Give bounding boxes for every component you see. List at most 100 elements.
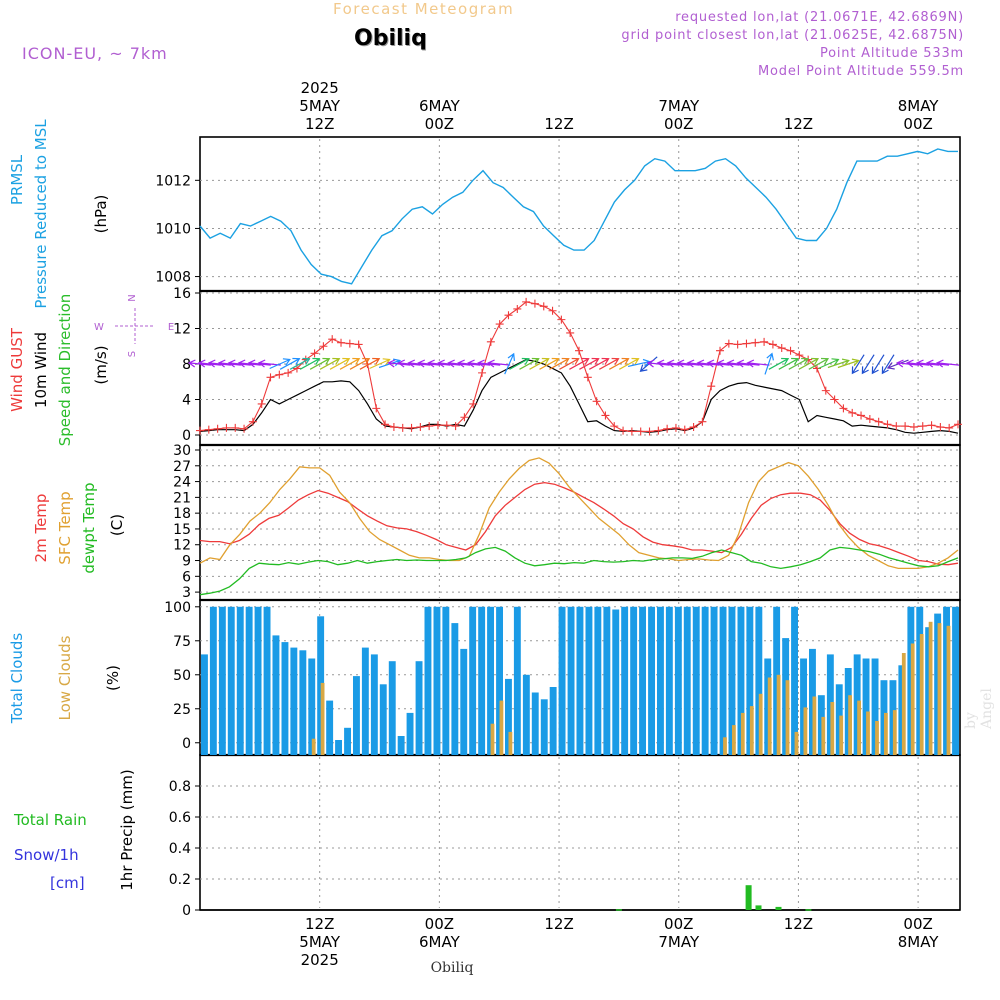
low-cloud-bar: [910, 643, 915, 755]
requested-coordinates: requested lon,lat (21.0671E, 42.6869N): [675, 10, 964, 25]
total-cloud-bar: [505, 678, 512, 755]
author-credit: by Angel: [963, 688, 995, 729]
low-cloud-bar: [875, 721, 879, 755]
gust-marker: [460, 413, 469, 422]
bottom-time-label: 8MAY: [898, 933, 940, 951]
total-cloud-bar: [594, 606, 602, 755]
top-time-label: 12Z: [305, 115, 334, 133]
meteogram-title: Forecast Meteogram: [333, 0, 515, 18]
wind-direction-arrow: [886, 359, 909, 370]
low-cloud-bar: [812, 696, 817, 755]
wind-direction-label: Speed and Direction: [56, 294, 74, 447]
wind-tick-label: 8: [182, 357, 191, 373]
bottom-time-label: 7MAY: [658, 933, 700, 951]
total-cloud-bar: [755, 606, 763, 755]
low-cloud-bar: [884, 712, 888, 755]
wind-direction-arrow: [487, 359, 511, 368]
total-cloud-bar: [657, 606, 664, 755]
total-cloud-bar: [701, 606, 709, 755]
gust-marker: [733, 340, 742, 349]
total-cloud-bar: [370, 654, 378, 755]
gust-marker: [284, 368, 293, 377]
top-time-label: 8MAY: [898, 97, 940, 115]
gust-marker: [398, 423, 407, 432]
top-time-label: 5MAY: [299, 97, 341, 115]
gust-marker: [742, 339, 751, 348]
precip-tick-label: 0.8: [169, 779, 191, 795]
total-cloud-bar: [442, 606, 450, 755]
wind-direction-arrow: [851, 354, 865, 375]
total-cloud-bar: [612, 609, 620, 755]
gust-marker: [513, 304, 522, 313]
low-cloud-bar: [821, 716, 826, 755]
sfc-temp-label: SFC Temp: [56, 491, 74, 564]
gust-marker: [495, 320, 504, 329]
total-cloud-bar: [773, 606, 781, 755]
clouds-tick-label: 0: [182, 736, 191, 752]
gust-marker: [469, 399, 478, 408]
pressure-tick-label: 1010: [155, 221, 191, 237]
rain-bar: [745, 885, 752, 910]
gust-marker: [954, 420, 962, 429]
total-cloud-bar: [469, 606, 477, 755]
low-cloud-bar: [794, 731, 799, 755]
total-cloud-bar: [746, 606, 754, 755]
total-cloud-bar: [245, 606, 253, 755]
gust-marker: [945, 423, 954, 432]
wind-direction-arrow: [519, 357, 540, 370]
temperature-tick-label: 6: [182, 569, 191, 585]
total-cloud-bar: [281, 642, 289, 755]
total-cloud-bar: [290, 647, 298, 755]
top-time-label: 12Z: [544, 115, 573, 133]
bottom-time-label: 12Z: [305, 915, 334, 933]
wind-direction-arrow: [861, 354, 875, 375]
total-cloud-bar: [871, 658, 879, 755]
temperature-tick-label: 15: [173, 522, 191, 538]
low-cloud-bar: [928, 621, 933, 755]
total-cloud-bar: [817, 695, 825, 755]
total-cloud-bar: [236, 606, 244, 755]
wind-direction-arrow: [599, 357, 620, 370]
gust-marker: [566, 328, 575, 337]
total-cloud-bar: [925, 627, 933, 755]
gust-marker: [433, 421, 442, 430]
pressure-tick-label: 1008: [155, 270, 191, 286]
total-cloud-bar: [791, 606, 798, 755]
total-cloud-bar: [585, 606, 593, 755]
gust-marker: [909, 423, 918, 432]
wind10m-label: 10m Wind: [32, 332, 50, 408]
clouds-tick-label: 75: [173, 634, 191, 650]
total-cloud-bar: [451, 623, 459, 755]
gust-marker: [751, 338, 760, 347]
low-cloud-bar: [767, 677, 772, 755]
wind-direction-arrow: [837, 358, 860, 369]
temperature-tick-label: 21: [173, 490, 191, 506]
rain-bar: [805, 909, 812, 911]
total-cloud-bar: [728, 606, 736, 755]
gust-marker: [389, 423, 398, 432]
temp2m-label: 2m Temp: [32, 494, 50, 563]
wind-direction-arrow: [549, 357, 570, 370]
gust-marker: [777, 344, 786, 353]
pressure-line: [199, 148, 958, 285]
total-cloud-bar: [460, 648, 468, 755]
gust-marker: [671, 423, 680, 432]
gust-marker: [927, 421, 936, 430]
low-cloud-bar: [937, 623, 942, 755]
gust-marker: [504, 311, 513, 320]
gust-marker: [663, 424, 672, 433]
total-cloud-bar: [317, 616, 325, 755]
wind-direction-arrow: [609, 357, 630, 370]
bottom-time-label: 5MAY: [299, 933, 341, 951]
wind-direction-arrow: [329, 357, 351, 370]
total-cloud-bar: [406, 712, 414, 755]
total-cloud-bar: [263, 606, 271, 755]
compass-north-label: N: [127, 294, 138, 301]
gust-marker: [707, 382, 716, 391]
gust-marker: [760, 337, 769, 346]
wind-direction-arrow: [619, 357, 640, 370]
low-cloud-bar: [946, 625, 951, 755]
wind-direction-arrow: [309, 357, 331, 370]
wind-direction-arrow: [289, 357, 311, 370]
